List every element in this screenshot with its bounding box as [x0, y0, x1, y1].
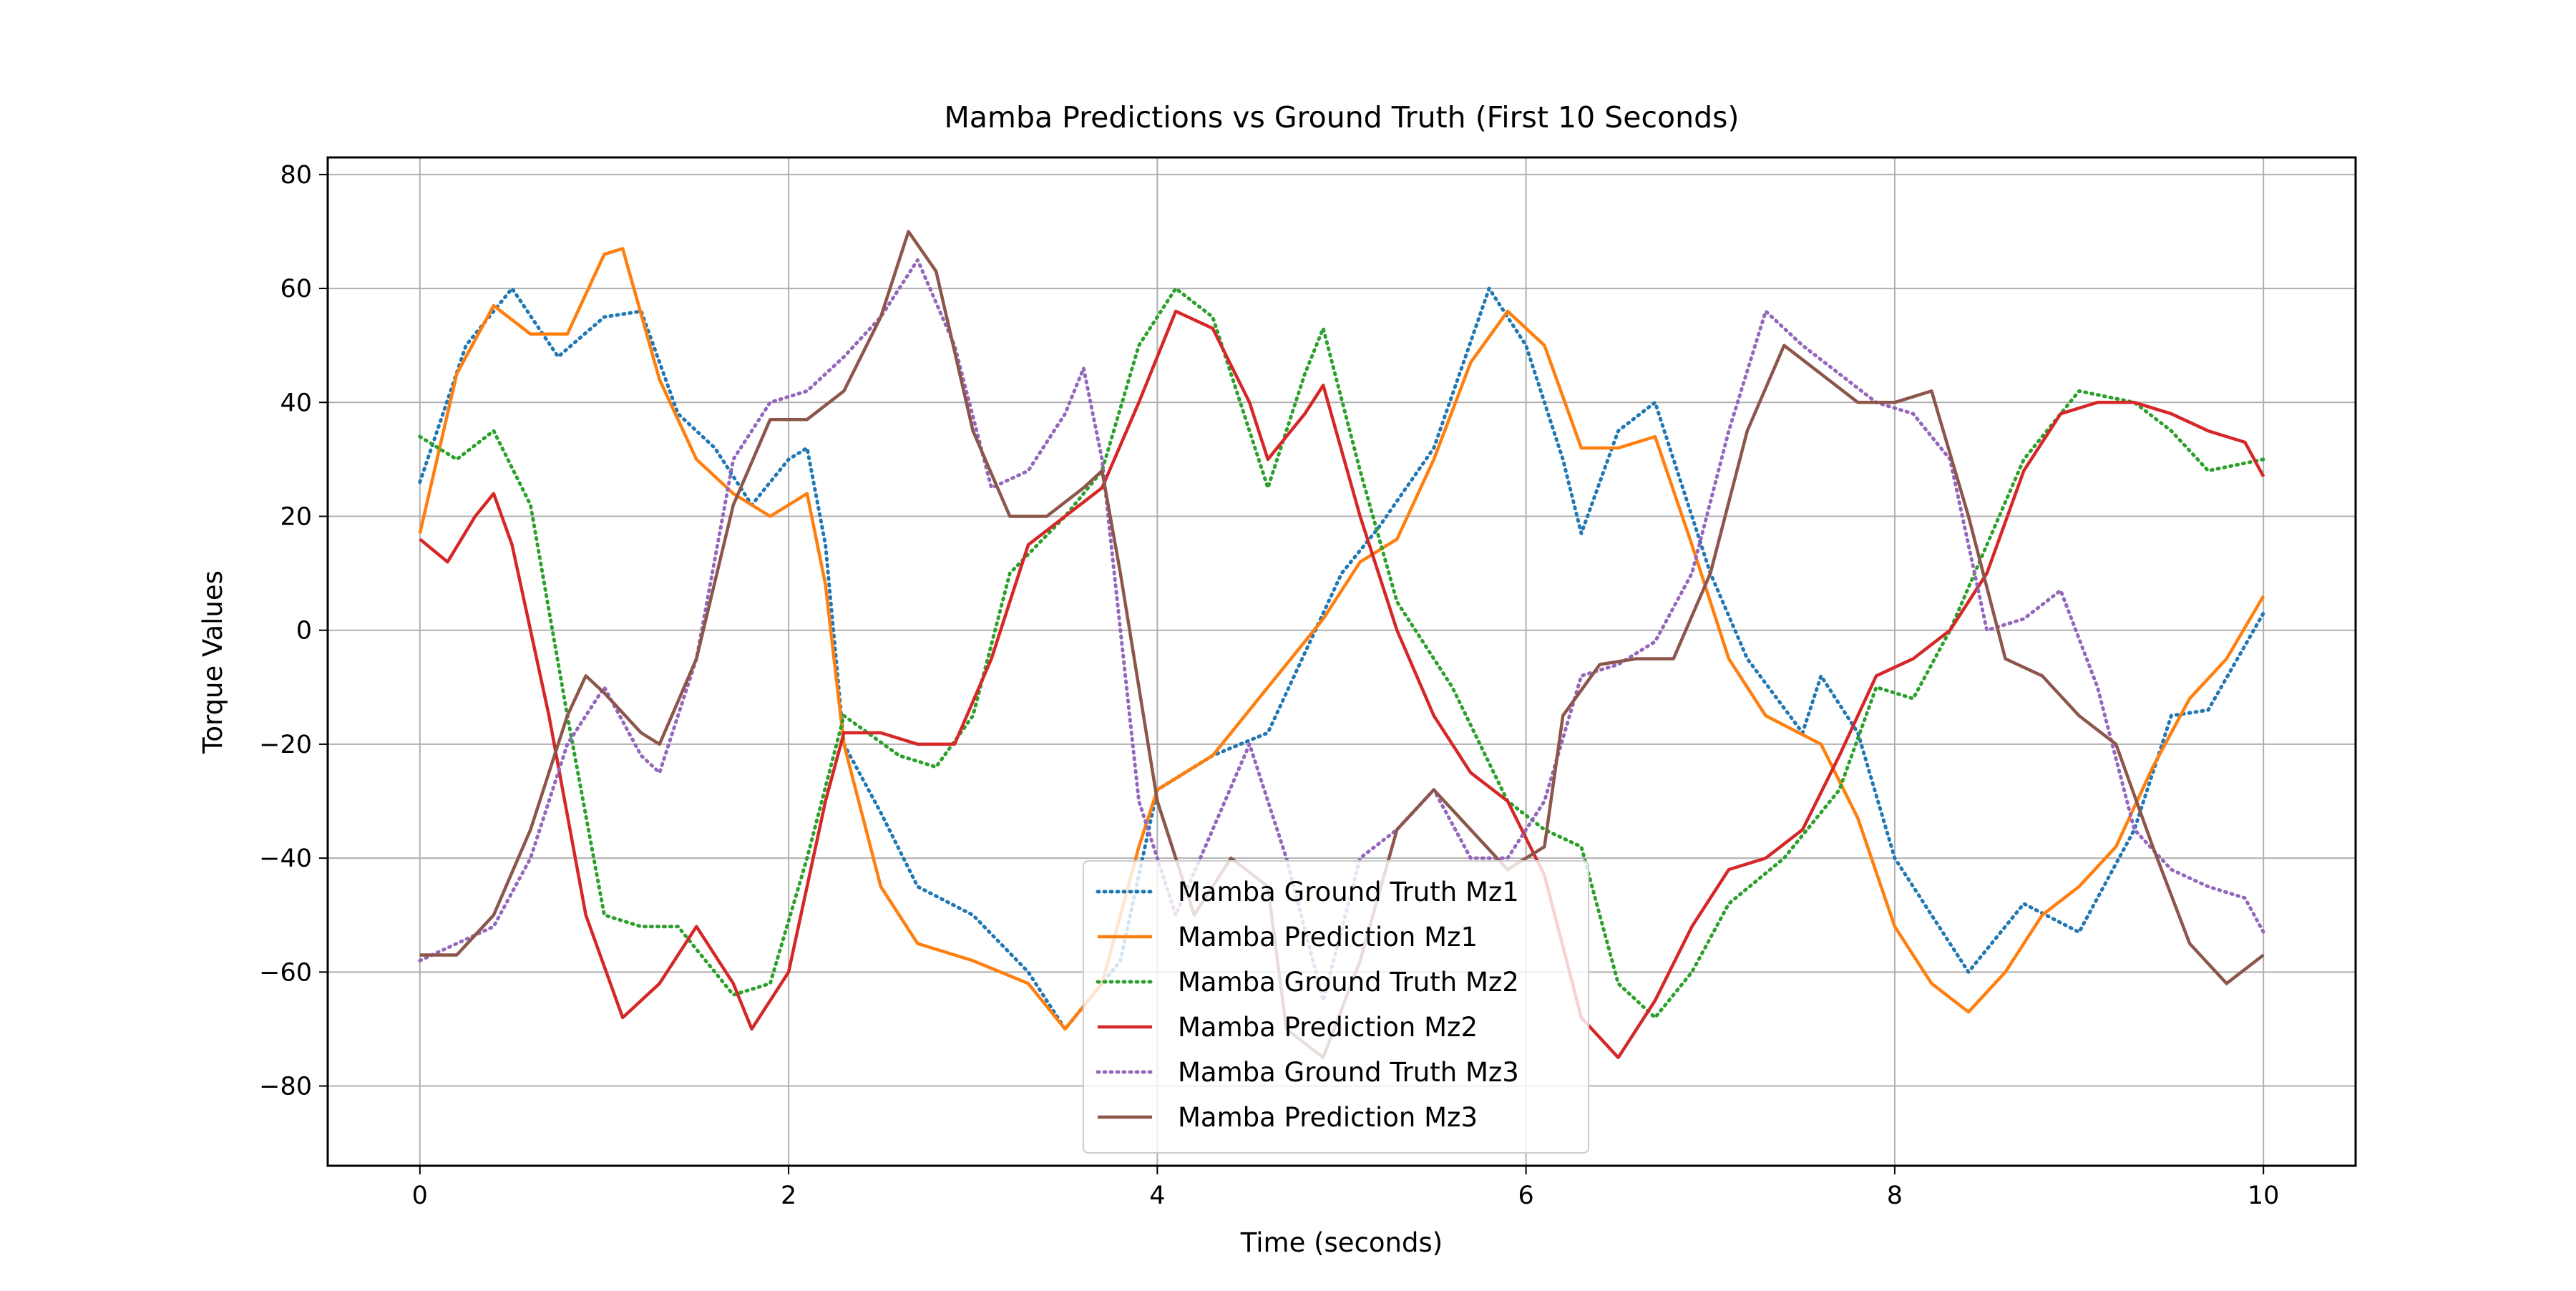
y-tick-label: −80: [259, 1073, 312, 1101]
x-tick-label: 8: [1887, 1182, 1903, 1210]
series-line-3: [418, 286, 2265, 1020]
x-tick-label: 10: [2248, 1182, 2280, 1210]
series-line-1: [418, 286, 2265, 1031]
y-tick-label: −20: [259, 731, 312, 759]
legend-label: Mamba Ground Truth Mz2: [1178, 967, 1519, 998]
x-tick-label: 4: [1149, 1182, 1165, 1210]
legend-label: Mamba Ground Truth Mz1: [1178, 877, 1519, 907]
legend-label: Mamba Prediction Mz1: [1178, 922, 1478, 953]
x-tick-label: 0: [412, 1182, 428, 1210]
plot-frame: [326, 156, 2357, 1167]
y-tick-label: 60: [280, 275, 312, 303]
legend: Mamba Ground Truth Mz1 Mamba Prediction M…: [1083, 860, 1589, 1154]
legend-label: Mamba Prediction Mz3: [1178, 1102, 1478, 1133]
y-tick-label: 40: [280, 389, 312, 417]
y-tick-label: 0: [296, 617, 312, 646]
series-line-4: [419, 309, 2265, 1060]
y-tick-label: −40: [259, 844, 312, 873]
legend-box: [1083, 860, 1589, 1154]
series-line-2: [418, 247, 2265, 1031]
y-tick-label: 80: [280, 161, 312, 190]
x-tick-label: 6: [1518, 1182, 1533, 1210]
y-tick-label: 20: [280, 503, 312, 532]
x-tick-label: 2: [781, 1182, 796, 1210]
x-axis-label: Time (seconds): [1240, 1227, 1443, 1258]
legend-label: Mamba Ground Truth Mz3: [1178, 1057, 1519, 1088]
y-axis-label: Torque Values: [197, 570, 228, 754]
chart-title: Mamba Predictions vs Ground Truth (First…: [945, 100, 1740, 135]
legend-label: Mamba Prediction Mz2: [1178, 1012, 1478, 1043]
y-tick-label: −60: [259, 958, 312, 987]
y-axis: 80 60 40 20 0 −20 −40 −60 −80: [259, 161, 328, 1101]
x-axis: 0 2 4 6 8 10: [412, 1166, 2280, 1210]
